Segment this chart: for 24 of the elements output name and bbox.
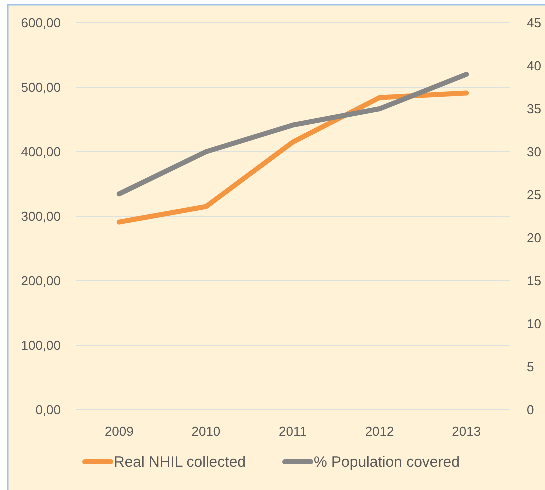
y2-tick-label: 40 <box>527 58 542 74</box>
y-tick-label: 300,00 <box>21 209 61 224</box>
y2-tick-label: 15 <box>527 274 542 289</box>
y2-tick-label: 20 <box>527 230 542 246</box>
y-tick-label: 500,00 <box>21 80 61 96</box>
x-tick-label: 2009 <box>104 424 134 439</box>
x-tick-label: 2011 <box>279 424 307 439</box>
y-tick-label: 600,00 <box>21 16 61 31</box>
y2-tick-label: 0 <box>527 402 534 418</box>
y2-tick-label: 35 <box>527 102 542 117</box>
y-tick-label: 100,00 <box>21 338 61 354</box>
y2-tick-label: 5 <box>527 360 534 375</box>
x-tick-label: 2012 <box>365 424 394 439</box>
y2-tick-label: 10 <box>527 316 542 332</box>
y2-tick-label: 25 <box>527 188 542 203</box>
y-tick-label: 0,00 <box>36 402 61 418</box>
legend-label: Real NHIL collected <box>114 454 246 471</box>
x-tick-label: 2013 <box>452 424 482 439</box>
y-tick-label: 200,00 <box>21 274 61 289</box>
y2-tick-label: 45 <box>527 16 542 31</box>
legend-label: % Population covered <box>314 454 460 471</box>
y2-tick-label: 30 <box>527 144 542 160</box>
x-tick-label: 2010 <box>192 424 221 439</box>
y-tick-label: 400,00 <box>21 144 61 160</box>
